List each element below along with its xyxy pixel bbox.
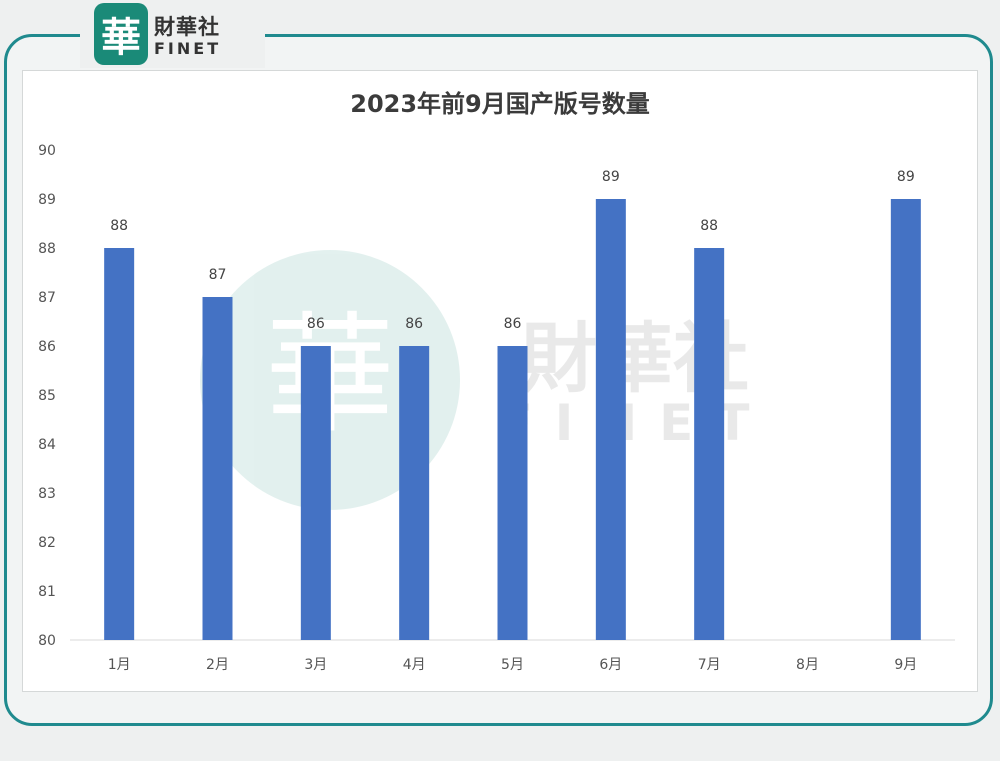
- data-labels: 88 87 86 86 86 89 88 89: [110, 169, 914, 332]
- bar: [694, 248, 725, 640]
- data-label: 89: [602, 169, 620, 185]
- y-tick-label: 80: [38, 633, 56, 649]
- y-tick-label: 85: [38, 388, 56, 404]
- x-tick-label: 1月: [108, 657, 131, 673]
- x-tick-label: 4月: [403, 657, 426, 673]
- brand-logo: 華 財華社 FINET: [80, 0, 265, 68]
- brand-name-cn: 財華社: [154, 14, 220, 39]
- y-axis: 80 81 82 83 84 85 86 87 88 89 90: [38, 143, 56, 649]
- y-tick-label: 84: [38, 437, 56, 453]
- y-tick-label: 87: [38, 290, 56, 306]
- data-label: 86: [405, 316, 423, 332]
- data-label: 86: [307, 316, 325, 332]
- x-tick-label: 5月: [501, 657, 524, 673]
- data-label: 88: [110, 218, 128, 234]
- brand-name-en: FINET: [154, 38, 222, 58]
- bar: [890, 199, 921, 640]
- y-tick-label: 81: [38, 584, 56, 600]
- brand-text: 財華社 FINET: [154, 11, 221, 58]
- x-tick-label: 8月: [796, 657, 819, 673]
- bar: [399, 346, 430, 640]
- bar: [202, 297, 233, 640]
- bar: [595, 199, 626, 640]
- brand-seal-logo: 華: [94, 3, 148, 65]
- y-tick-label: 86: [38, 339, 56, 355]
- x-tick-label: 2月: [206, 657, 229, 673]
- watermark: 華 財華社 FINET: [200, 250, 772, 510]
- bar: [300, 346, 331, 640]
- data-label: 87: [209, 267, 227, 283]
- x-axis: 1月 2月 3月 4月 5月 6月 7月 8月 9月: [108, 657, 918, 673]
- y-tick-label: 88: [38, 241, 56, 257]
- y-tick-label: 89: [38, 192, 56, 208]
- chart-title: 2023年前9月国产版号数量: [350, 90, 650, 118]
- x-tick-label: 3月: [304, 657, 327, 673]
- watermark-name-en: FINET: [499, 394, 772, 452]
- bars: [104, 199, 921, 640]
- y-tick-label: 90: [38, 143, 56, 159]
- data-label: 86: [504, 316, 522, 332]
- x-tick-label: 7月: [698, 657, 721, 673]
- x-tick-label: 6月: [599, 657, 622, 673]
- y-tick-label: 82: [38, 535, 56, 551]
- bar: [104, 248, 135, 640]
- x-tick-label: 9月: [894, 657, 917, 673]
- bar: [497, 346, 528, 640]
- data-label: 88: [700, 218, 718, 234]
- y-tick-label: 83: [38, 486, 56, 502]
- data-label: 89: [897, 169, 915, 185]
